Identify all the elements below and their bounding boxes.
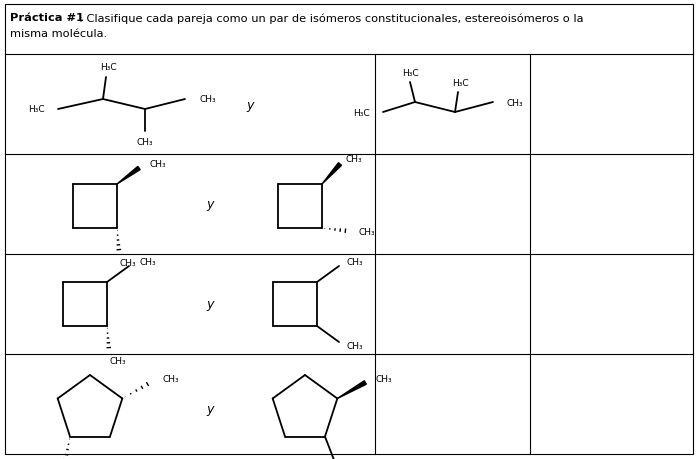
Text: misma molécula.: misma molécula.: [10, 29, 107, 39]
Text: CH₃: CH₃: [347, 258, 363, 267]
Polygon shape: [322, 163, 342, 185]
Text: y: y: [206, 198, 214, 211]
Text: Práctica #1: Práctica #1: [10, 13, 84, 23]
Text: H₃C: H₃C: [452, 78, 468, 87]
Text: H₃C: H₃C: [29, 105, 45, 114]
Text: y: y: [206, 298, 214, 311]
Text: CH₃: CH₃: [346, 155, 363, 164]
Text: CH₃: CH₃: [149, 160, 166, 169]
Text: CH₃: CH₃: [139, 258, 155, 267]
Text: CH₃: CH₃: [136, 138, 153, 147]
Text: CH₃: CH₃: [119, 259, 136, 268]
Text: CH₃: CH₃: [109, 357, 125, 366]
Text: CH₃: CH₃: [375, 374, 392, 383]
Text: y: y: [246, 98, 253, 111]
Text: H₃C: H₃C: [402, 68, 419, 77]
Text: y: y: [206, 403, 214, 415]
Polygon shape: [337, 381, 366, 398]
Text: CH₃: CH₃: [199, 95, 216, 104]
Text: H₃C: H₃C: [354, 108, 370, 117]
Text: CH₃: CH₃: [359, 228, 376, 237]
Text: CH₃: CH₃: [347, 342, 363, 351]
Polygon shape: [117, 167, 140, 185]
Text: : Clasifique cada pareja como un par de isómeros constitucionales, estereoisómer: : Clasifique cada pareja como un par de …: [79, 13, 584, 23]
Text: H₃C: H₃C: [99, 63, 116, 73]
Text: CH₃: CH₃: [162, 374, 179, 383]
Text: CH₃: CH₃: [507, 98, 524, 107]
